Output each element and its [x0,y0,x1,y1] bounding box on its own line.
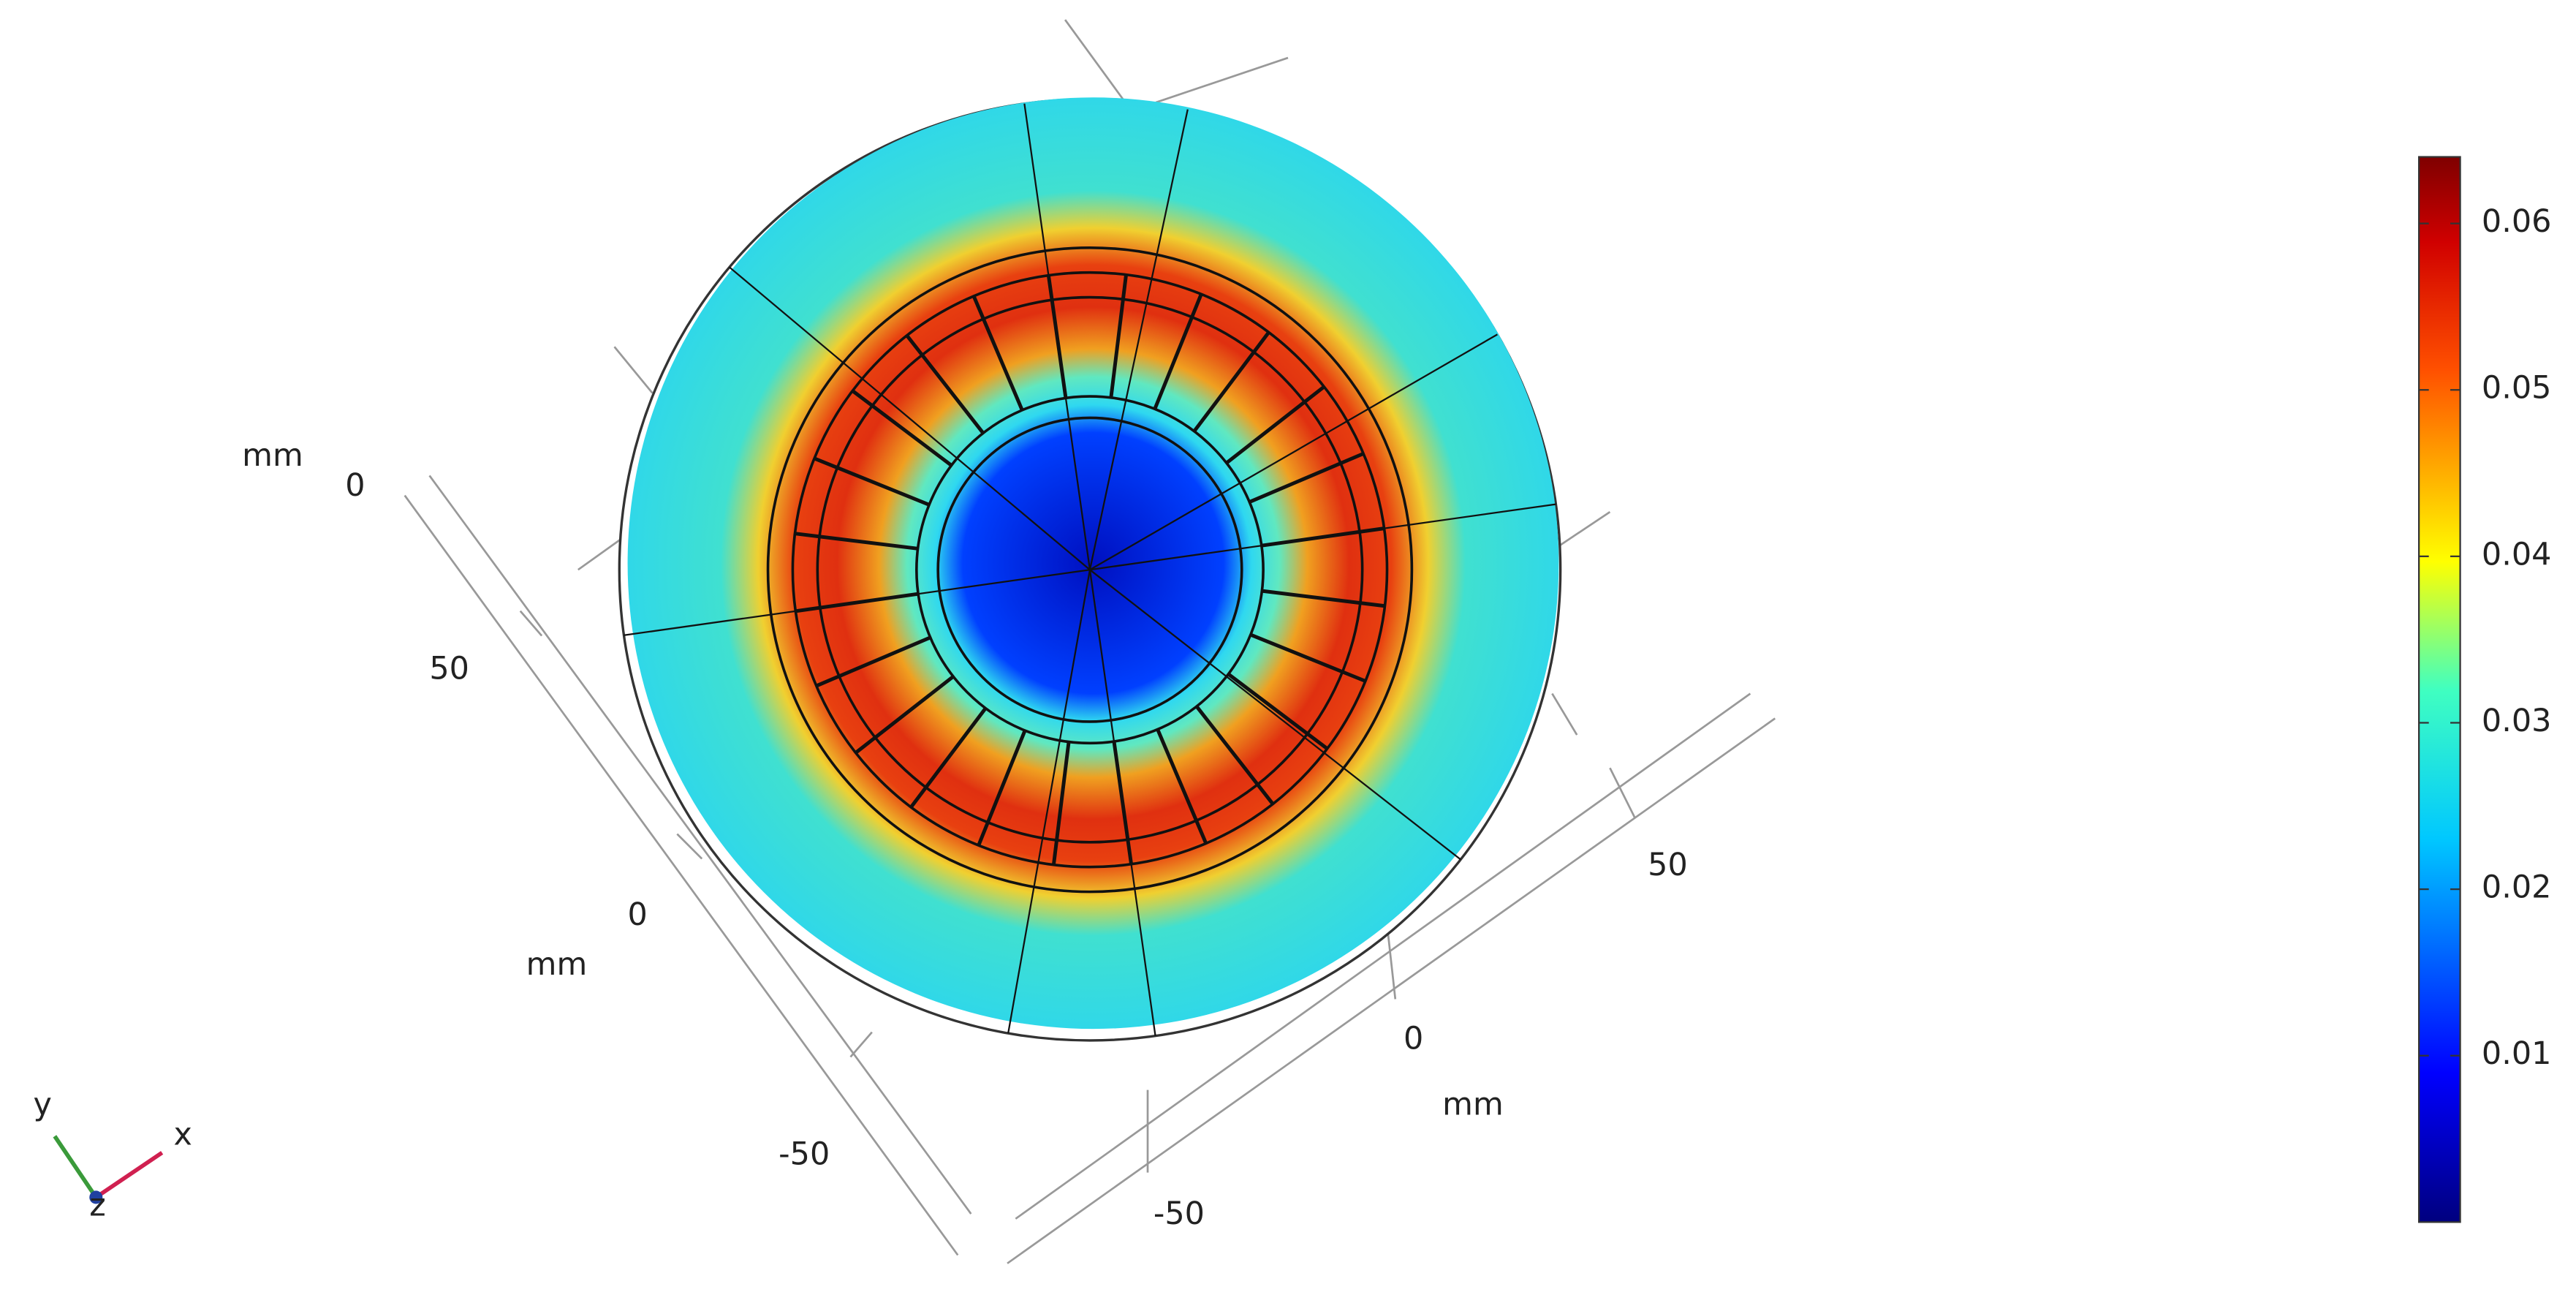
axis-unit: mm [526,946,588,983]
colorbar-tick-label: 0.03 [2482,703,2552,739]
spoke [1088,109,1189,570]
slot-line [815,635,931,688]
slot-line [814,456,931,507]
slot-line [1262,589,1385,608]
axis-tick-label: -50 [779,1136,830,1172]
slot-line [1225,385,1325,465]
spoke [1007,570,1091,1034]
slot-line [795,532,918,551]
slot-line [1249,632,1366,683]
triad-label: x [173,1116,192,1152]
slot-line [1192,331,1270,433]
slot-line [1249,452,1365,504]
slot-line [1227,672,1329,750]
slot-line [851,389,953,467]
slot-line [1195,705,1275,806]
geometry [624,103,1556,1036]
axis-tick-label: -50 [1153,1196,1205,1232]
axis-tick-label: 0 [1403,1020,1423,1057]
axis-tick-label: 0 [627,896,647,933]
colorbar-tick-label: 0.02 [2482,869,2552,906]
spoke [1089,333,1498,571]
slot-line [795,592,919,613]
slot-line [1046,275,1068,399]
colorbar-tick-label: 0.05 [2482,370,2552,407]
slot-line [977,730,1027,847]
spoke [729,266,1091,571]
slot-line [855,675,955,755]
slot-line [971,295,1024,411]
axis-frame [404,19,1776,1264]
axis-unit: mm [242,437,303,474]
slot-line [1109,274,1128,399]
triad-label: z [89,1187,106,1224]
colorbar-tick-label: 0.04 [2482,536,2552,573]
colorbar-tick-label: 0.06 [2482,203,2552,240]
slot-line [1051,741,1071,866]
slot-line [1156,728,1208,845]
colorbar-tick-label: 0.01 [2482,1035,2552,1072]
spoke [1089,569,1461,861]
slot-line [1112,741,1134,865]
slot-line [909,707,988,809]
colorbar [2417,156,2461,1223]
axis-tick-label: 0 [345,467,365,504]
triad-y-arrow [53,1135,98,1199]
slot-line [1153,293,1203,410]
triad-label: y [33,1087,51,1123]
axis-tick-label: 50 [1648,847,1688,883]
axis-unit: mm [1442,1087,1504,1123]
slot-line [905,334,985,434]
triad-x-arrow [94,1151,164,1199]
colorbar-ticks: 0.01 0.02 0.03 0.04 0.05 0.06 [2419,203,2551,1072]
axis-tick-label: 50 [429,650,469,687]
slot-line [1261,526,1384,548]
triad-z [89,1190,103,1204]
